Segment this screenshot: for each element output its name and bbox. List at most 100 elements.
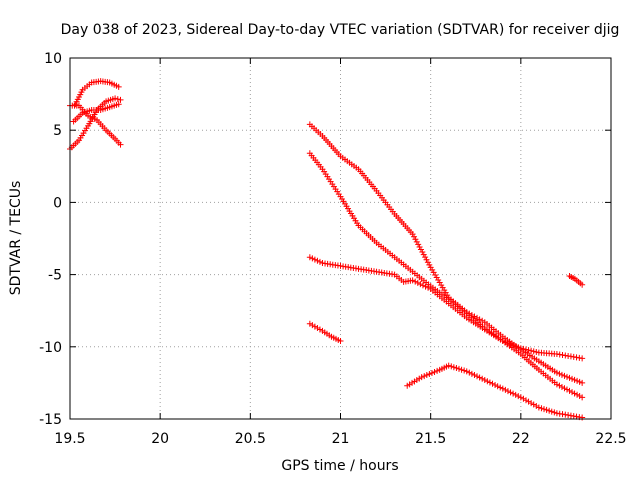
data-point xyxy=(311,256,318,263)
data-point xyxy=(423,372,430,379)
data-point xyxy=(561,372,568,379)
data-point xyxy=(571,376,578,383)
data-point xyxy=(419,249,426,256)
data-point xyxy=(426,261,433,268)
data-point xyxy=(530,348,537,355)
data-point xyxy=(412,278,419,285)
data-point xyxy=(306,320,313,327)
data-point xyxy=(515,393,522,400)
data-point xyxy=(481,377,488,384)
series-arc-b xyxy=(70,101,122,125)
data-point xyxy=(409,277,416,284)
data-point xyxy=(117,96,124,103)
data-point xyxy=(463,368,470,375)
data-point xyxy=(507,389,514,396)
data-point xyxy=(543,406,550,413)
data-point xyxy=(411,233,418,240)
data-point xyxy=(520,345,527,352)
data-point xyxy=(579,414,586,421)
data-point xyxy=(533,403,540,410)
data-point xyxy=(486,379,493,386)
x-tick-label: 21.5 xyxy=(415,431,446,447)
data-point xyxy=(538,405,545,412)
data-point xyxy=(337,338,344,345)
data-point xyxy=(515,344,522,351)
data-point xyxy=(425,284,432,291)
data-point xyxy=(309,255,316,262)
data-point xyxy=(558,383,565,390)
x-tick-label: 20.5 xyxy=(235,431,266,447)
data-point xyxy=(528,400,535,407)
data-point xyxy=(563,373,570,380)
series-arc-h xyxy=(306,320,344,345)
data-point xyxy=(456,365,463,372)
series-arc-c xyxy=(67,102,124,148)
y-axis-label: SDTVAR / TECUs xyxy=(8,181,24,296)
data-point xyxy=(458,366,465,373)
data-point xyxy=(115,83,122,90)
series-arc-i xyxy=(404,362,586,421)
data-point xyxy=(574,391,581,398)
data-point xyxy=(466,369,473,376)
data-point xyxy=(450,364,457,371)
data-point xyxy=(551,409,558,416)
chart-title: Day 038 of 2023, Sidereal Day-to-day VTE… xyxy=(61,22,620,38)
data-point xyxy=(576,393,583,400)
data-point xyxy=(424,259,431,266)
data-point xyxy=(528,347,535,354)
data-point xyxy=(311,323,318,330)
data-point xyxy=(533,348,540,355)
data-point xyxy=(416,243,423,250)
data-point xyxy=(316,326,323,333)
data-point xyxy=(314,325,321,332)
data-point xyxy=(479,375,486,382)
data-point xyxy=(522,346,529,353)
data-point xyxy=(114,96,121,103)
data-point xyxy=(525,347,532,354)
data-point xyxy=(530,401,537,408)
data-point xyxy=(417,281,424,288)
data-point xyxy=(556,370,563,377)
data-point xyxy=(412,236,419,243)
data-point xyxy=(434,367,441,374)
y-tick-label: -10 xyxy=(39,340,62,356)
data-point xyxy=(571,390,578,397)
data-point xyxy=(476,374,483,381)
data-point xyxy=(474,314,481,321)
data-point xyxy=(314,257,321,264)
data-point xyxy=(522,397,529,404)
data-point xyxy=(316,258,323,265)
data-point xyxy=(556,382,563,389)
data-point xyxy=(569,375,576,382)
series-arc-d xyxy=(72,78,122,108)
data-point xyxy=(112,95,119,102)
data-point xyxy=(499,385,506,392)
y-tick-label: -15 xyxy=(39,412,62,428)
data-point xyxy=(576,378,583,385)
data-point xyxy=(574,377,581,384)
y-tick-label: 0 xyxy=(53,195,62,211)
data-point xyxy=(479,317,486,324)
data-point xyxy=(525,398,532,405)
data-point xyxy=(117,141,124,148)
data-point xyxy=(517,394,524,401)
data-point xyxy=(497,384,504,391)
data-point xyxy=(417,246,424,253)
data-point xyxy=(484,378,491,385)
data-point xyxy=(419,282,426,289)
data-point xyxy=(579,379,586,386)
data-point xyxy=(512,391,519,398)
data-point xyxy=(461,367,468,374)
data-point xyxy=(579,394,586,401)
data-point xyxy=(558,371,565,378)
data-point xyxy=(474,373,481,380)
data-point xyxy=(426,371,433,378)
data-point xyxy=(409,231,416,238)
data-point xyxy=(566,374,573,381)
data-point xyxy=(309,322,316,329)
data-point xyxy=(502,386,509,393)
data-point xyxy=(471,313,478,320)
series-arc-e xyxy=(306,121,586,386)
data-point xyxy=(579,355,586,362)
x-tick-label: 19.5 xyxy=(54,431,85,447)
